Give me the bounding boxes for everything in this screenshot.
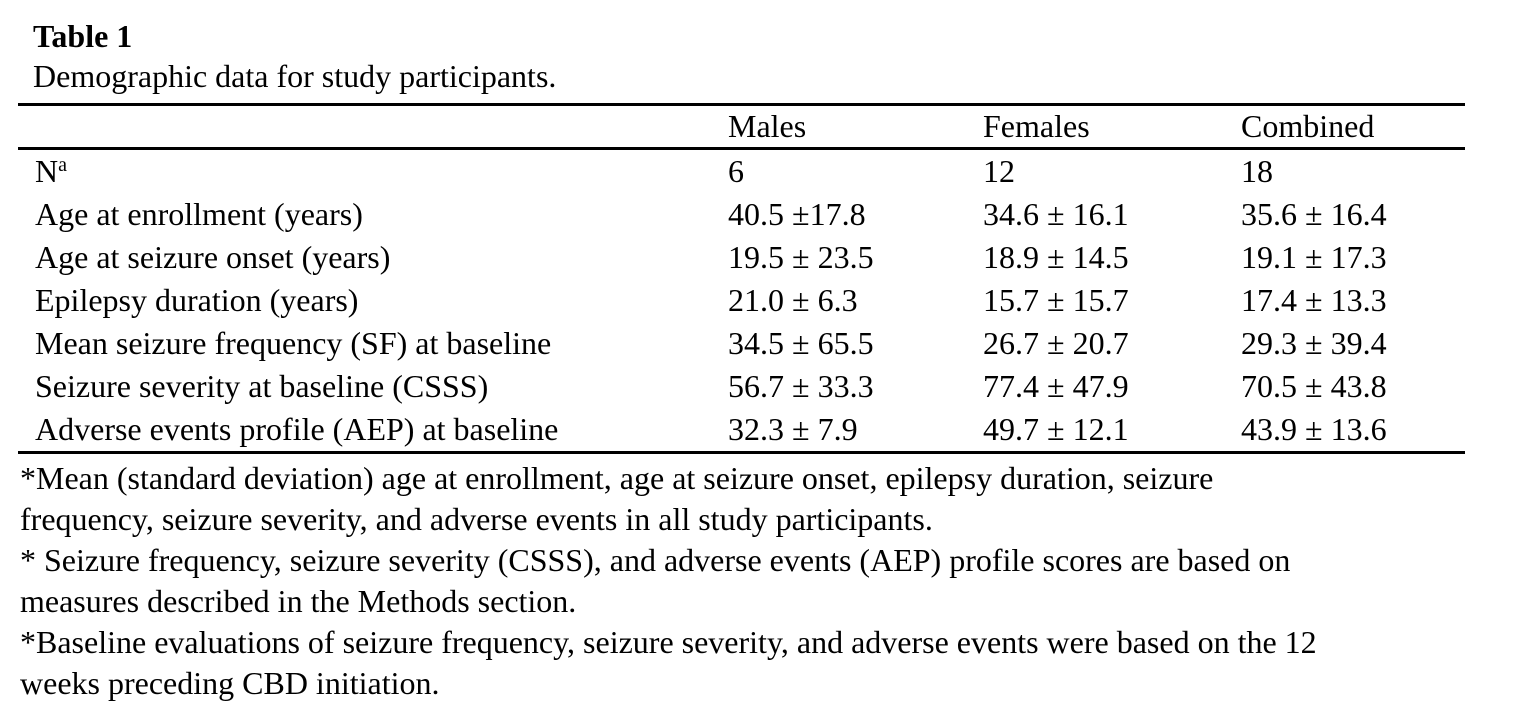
table-row: Seizure severity at baseline (CSSS) 56.7 … <box>18 365 1465 408</box>
column-header-empty <box>18 105 728 149</box>
footnote: * Seizure frequency, seizure severity (C… <box>20 542 1291 619</box>
row-label-cell: Adverse events profile (AEP) at baseline <box>18 408 728 453</box>
row-label-text: Mean seizure frequency (SF) at baseline <box>35 325 552 361</box>
table-cell: 6 <box>728 153 744 189</box>
table-cell: 32.3 ± 7.9 <box>728 411 858 447</box>
table-cell: 18.9 ± 14.5 <box>983 239 1129 275</box>
row-label-text: Age at enrollment (years) <box>35 196 363 232</box>
table-cell: 56.7 ± 33.3 <box>728 368 874 404</box>
row-label-cell: Seizure severity at baseline (CSSS) <box>18 365 728 408</box>
row-label-text: Seizure severity at baseline (CSSS) <box>35 368 489 404</box>
row-label-text: Epilepsy duration (years) <box>35 282 359 318</box>
row-label-text: N <box>35 153 59 189</box>
table-cell: 12 <box>983 153 1015 189</box>
table-cell: 26.7 ± 20.7 <box>983 325 1129 361</box>
table-label: Table 1 <box>33 18 133 54</box>
row-label-text: Age at seizure onset (years) <box>35 239 391 275</box>
table-row: Epilepsy duration (years) 21.0 ± 6.3 15.7 … <box>18 279 1465 322</box>
column-header: Males <box>728 108 807 144</box>
table-cell: 35.6 ± 16.4 <box>1241 196 1387 232</box>
column-header: Combined <box>1241 108 1375 144</box>
table-cell: 34.6 ± 16.1 <box>983 196 1129 232</box>
table-row: Mean seizure frequency (SF) at baseline 3… <box>18 322 1465 365</box>
footnote: *Mean (standard deviation) age at enroll… <box>20 460 1214 537</box>
row-label-superscript: a <box>58 154 67 176</box>
table-row: Adverse events profile (AEP) at baseline… <box>18 408 1465 453</box>
table-footnotes: *Mean (standard deviation) age at enroll… <box>20 458 1320 704</box>
table-cell: 77.4 ± 47.9 <box>983 368 1129 404</box>
table-cell: 43.9 ± 13.6 <box>1241 411 1387 447</box>
table-cell: 40.5 ±17.8 <box>728 196 866 232</box>
table-cell: 19.1 ± 17.3 <box>1241 239 1387 275</box>
table-row: Age at enrollment (years) 40.5 ±17.8 34.6 … <box>18 193 1465 236</box>
row-label-text: Adverse events profile (AEP) at baseline <box>35 411 559 447</box>
table-row: Age at seizure onset (years) 19.5 ± 23.5 1… <box>18 236 1465 279</box>
table-cell: 17.4 ± 13.3 <box>1241 282 1387 318</box>
table-cell: 18 <box>1241 153 1273 189</box>
table-cell: 21.0 ± 6.3 <box>728 282 858 318</box>
table-cell: 34.5 ± 65.5 <box>728 325 874 361</box>
table-header-row: Males Females Combined <box>18 105 1465 149</box>
table-cell: 19.5 ± 23.5 <box>728 239 874 275</box>
footnote: *Baseline evaluations of seizure frequen… <box>20 624 1317 701</box>
row-label-cell: Age at enrollment (years) <box>18 193 728 236</box>
table-cell: 29.3 ± 39.4 <box>1241 325 1387 361</box>
table-cell: 15.7 ± 15.7 <box>983 282 1129 318</box>
table-cell: 49.7 ± 12.1 <box>983 411 1129 447</box>
table-row: Na 6 12 18 <box>18 149 1465 194</box>
table-caption: Demographic data for study participants. <box>33 58 557 94</box>
column-header: Females <box>983 108 1090 144</box>
row-label-cell: Epilepsy duration (years) <box>18 279 728 322</box>
row-label-cell: Mean seizure frequency (SF) at baseline <box>18 322 728 365</box>
row-label-cell: Na <box>18 149 728 194</box>
demographics-table: Males Females Combined Na 6 12 18 Age at enrol… <box>18 103 1465 454</box>
table-cell: 70.5 ± 43.8 <box>1241 368 1387 404</box>
row-label-cell: Age at seizure onset (years) <box>18 236 728 279</box>
